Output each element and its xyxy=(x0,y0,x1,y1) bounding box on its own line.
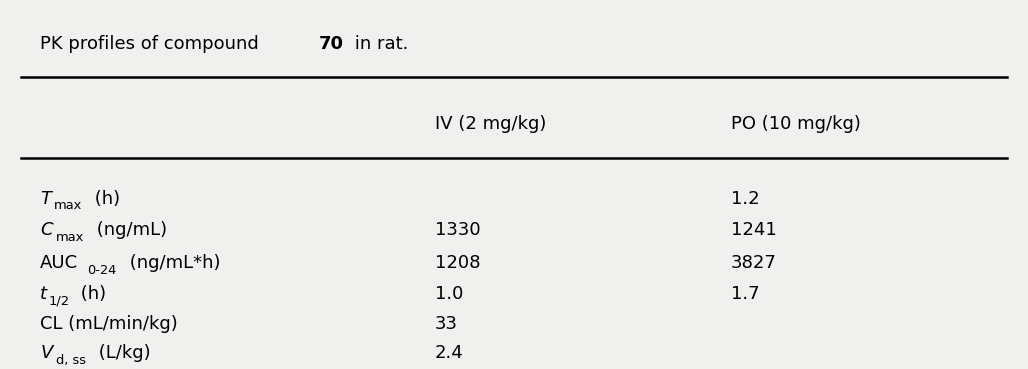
Text: (ng/mL): (ng/mL) xyxy=(91,221,168,239)
Text: C: C xyxy=(40,221,52,239)
Text: t: t xyxy=(40,285,47,303)
Text: CL (mL/min/kg): CL (mL/min/kg) xyxy=(40,314,178,332)
Text: 1/2: 1/2 xyxy=(49,295,70,308)
Text: 1208: 1208 xyxy=(435,254,480,272)
Text: 2.4: 2.4 xyxy=(435,344,464,362)
Text: d, ss: d, ss xyxy=(56,354,85,367)
Text: max: max xyxy=(56,231,84,244)
Text: 3827: 3827 xyxy=(731,254,777,272)
Text: (ng/mL*h): (ng/mL*h) xyxy=(124,254,220,272)
Text: 1.7: 1.7 xyxy=(731,285,760,303)
Text: 33: 33 xyxy=(435,314,458,332)
Text: 1.0: 1.0 xyxy=(435,285,464,303)
Text: 70: 70 xyxy=(319,35,343,54)
Text: PK profiles of compound: PK profiles of compound xyxy=(40,35,265,54)
Text: AUC: AUC xyxy=(40,254,78,272)
Text: (L/kg): (L/kg) xyxy=(93,344,150,362)
Text: max: max xyxy=(53,199,82,213)
Text: 1241: 1241 xyxy=(731,221,777,239)
Text: V: V xyxy=(40,344,52,362)
Text: T: T xyxy=(40,190,51,208)
Text: 1330: 1330 xyxy=(435,221,481,239)
Text: 1.2: 1.2 xyxy=(731,190,760,208)
Text: IV (2 mg/kg): IV (2 mg/kg) xyxy=(435,115,547,133)
Text: in rat.: in rat. xyxy=(350,35,409,54)
Text: (h): (h) xyxy=(89,190,120,208)
Text: (h): (h) xyxy=(75,285,106,303)
Text: 0-24: 0-24 xyxy=(87,263,117,277)
Text: PO (10 mg/kg): PO (10 mg/kg) xyxy=(731,115,861,133)
